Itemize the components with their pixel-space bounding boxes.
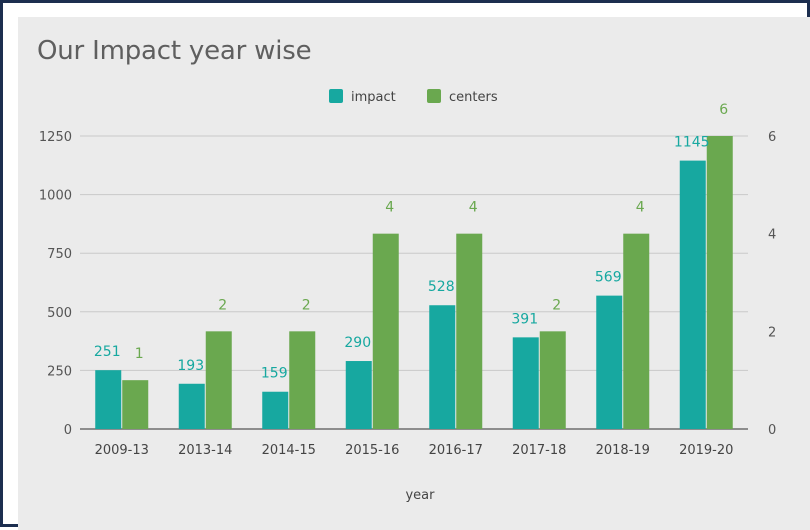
data-label-impact: 290	[344, 335, 371, 351]
bar-impact	[679, 160, 706, 429]
left-axis: 0 250 500 750 1000 1250	[39, 130, 72, 438]
right-tick-label: 6	[768, 130, 776, 145]
left-tick-label: 1250	[39, 130, 72, 145]
chart-title: Our Impact year wise	[37, 36, 312, 66]
left-tick-label: 1000	[39, 189, 72, 204]
bar-centers	[289, 331, 316, 429]
data-label-centers: 4	[636, 200, 645, 216]
x-tick-label: 2013-14	[178, 443, 232, 458]
data-labels: 251 1 193 2 159 2 290 4 528 4 391 2 569 4 1145 6	[94, 102, 728, 382]
data-label-impact: 251	[94, 344, 121, 360]
legend-swatch-centers	[427, 89, 441, 103]
x-tick-label: 2009-13	[95, 443, 149, 458]
legend: impact centers	[329, 89, 498, 105]
data-label-centers: 4	[469, 200, 478, 216]
bar-impact	[262, 391, 289, 429]
bar-centers	[623, 233, 650, 429]
right-axis: 0 2 4 6	[768, 130, 776, 438]
bar-impact	[429, 305, 456, 429]
data-label-impact: 528	[428, 279, 455, 295]
bar-impact	[512, 337, 539, 429]
legend-label-centers: centers	[449, 90, 498, 105]
data-label-impact: 391	[511, 311, 538, 327]
x-tick-label: 2018-19	[596, 443, 650, 458]
bar-impact	[95, 370, 122, 429]
chart-panel	[18, 17, 810, 530]
right-tick-label: 0	[768, 423, 776, 438]
left-tick-label: 500	[47, 306, 72, 321]
bar-impact	[345, 361, 372, 429]
x-axis: 2009-13 2013-14 2014-15 2015-16 2016-17 2017-…	[95, 443, 734, 458]
data-label-impact: 159	[261, 366, 288, 382]
data-label-impact: 1145	[674, 135, 710, 151]
x-axis-title: year	[405, 488, 435, 503]
bar-impact	[178, 383, 205, 429]
data-label-centers: 2	[218, 297, 227, 313]
bar-centers	[539, 331, 566, 429]
bars	[95, 136, 733, 429]
data-label-centers: 4	[385, 200, 394, 216]
data-label-impact: 569	[595, 270, 622, 286]
bar-centers	[122, 380, 149, 429]
x-tick-label: 2015-16	[345, 443, 399, 458]
bar-centers	[706, 136, 733, 429]
data-label-centers: 1	[135, 346, 144, 362]
x-tick-label: 2014-15	[262, 443, 316, 458]
bar-centers	[205, 331, 232, 429]
x-tick-label: 2016-17	[429, 443, 483, 458]
left-tick-label: 250	[47, 364, 72, 379]
left-tick-label: 0	[64, 423, 72, 438]
right-tick-label: 2	[768, 325, 776, 340]
bar-centers	[456, 233, 483, 429]
data-label-centers: 2	[552, 297, 561, 313]
left-tick-label: 750	[47, 247, 72, 262]
data-label-centers: 6	[719, 102, 728, 118]
x-tick-label: 2019-20	[679, 443, 733, 458]
bar-centers	[372, 233, 399, 429]
bar-impact	[596, 295, 623, 429]
legend-swatch-impact	[329, 89, 343, 103]
data-label-centers: 2	[302, 297, 311, 313]
x-tick-label: 2017-18	[512, 443, 566, 458]
right-tick-label: 4	[768, 228, 776, 243]
legend-label-impact: impact	[351, 90, 396, 105]
data-label-impact: 193	[177, 358, 204, 374]
